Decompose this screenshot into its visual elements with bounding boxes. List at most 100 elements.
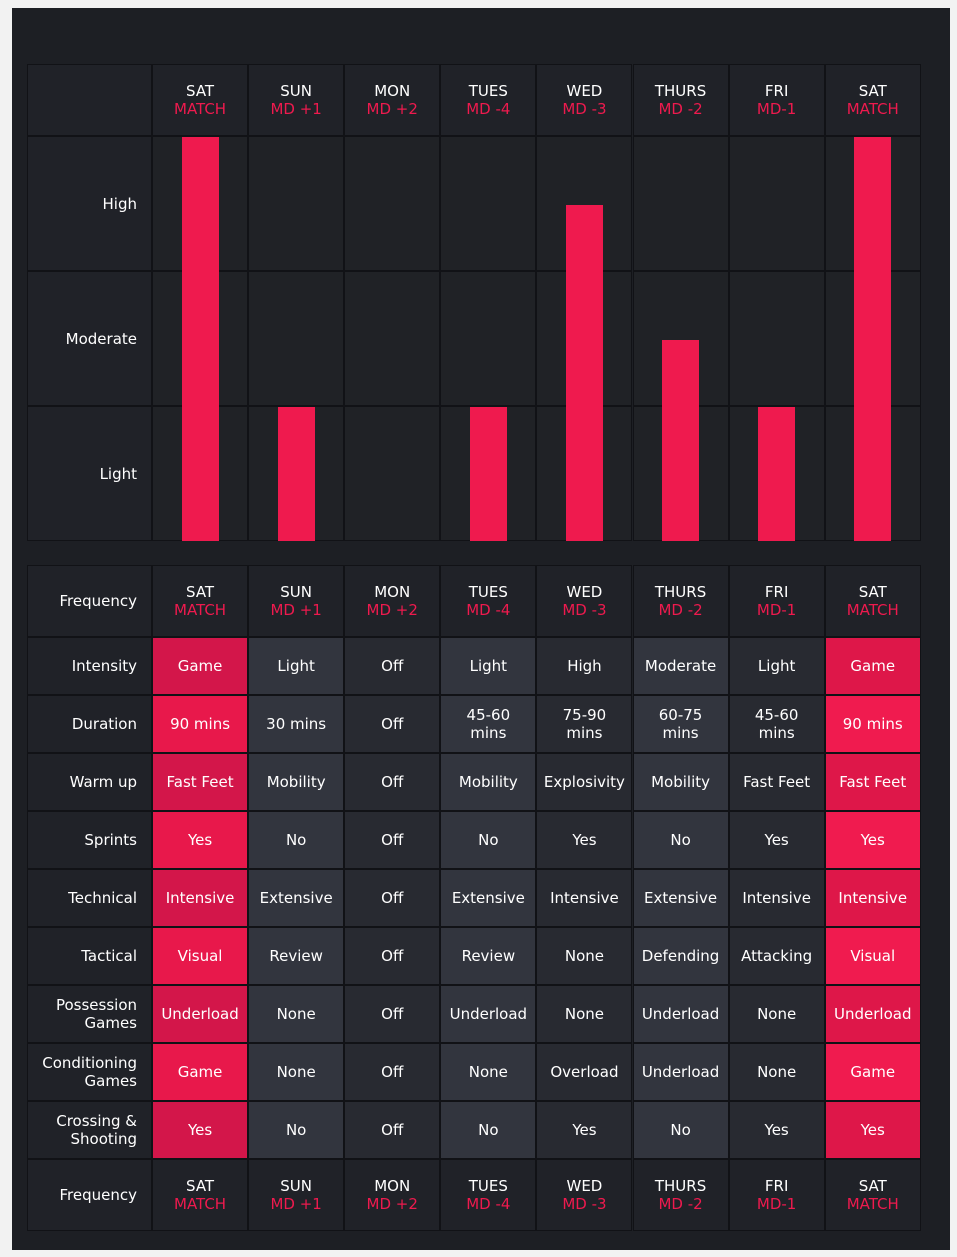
table-cell: Visual [152,927,249,985]
match-day: MD-1 [756,601,797,619]
day-header: FRI MD-1 [728,565,825,637]
row-label: Intensity [27,637,152,695]
chart-cell [344,271,441,406]
cell-text: 90 mins [170,715,231,733]
table-cell: None [536,927,633,985]
row-label: Conditioning Games [42,1054,137,1090]
cell-text: Light [757,657,796,675]
day-name: TUES [468,583,508,601]
cell-text: Extensive [451,889,525,907]
cell-text: Intensive [550,889,619,907]
day-header: TUES MD -4 [440,565,537,637]
cell-text: Yes [187,831,213,849]
day-header: THURS MD -2 [632,64,729,136]
day-header: SUN MD +1 [248,1159,345,1231]
table-cell: None [536,985,633,1043]
row-label: Conditioning Games [27,1043,152,1101]
cell-text: Review [269,947,323,965]
cell-text: Extensive [259,889,333,907]
table-cell: 30 mins [248,695,345,753]
table-cell: Yes [152,1101,249,1159]
day-header: TUES MD -4 [440,64,537,136]
match-day: MATCH [846,100,899,118]
row-label: Crossing & Shooting [56,1112,137,1148]
bar [758,407,796,541]
table-cell: Light [248,637,345,695]
day-header: MON MD +2 [344,64,441,136]
cell-text: Mobility [266,773,326,791]
cell-text: Underload [161,1005,239,1023]
chart-cell [344,136,441,271]
day-header: SUN MD +1 [248,64,345,136]
match-day: MATCH [174,601,227,619]
cell-text: Off [381,1063,404,1081]
day-name: SUN [280,1177,312,1195]
table-cell: Off [344,927,441,985]
table-cell: Off [344,637,441,695]
level-label: High [27,136,152,271]
cell-text: No [670,1121,691,1139]
cell-text: None [757,1005,797,1023]
table-cell: High [536,637,633,695]
table-cell: Yes [728,1101,825,1159]
chart-cell [632,136,729,271]
table-cell: Review [440,927,537,985]
cell-text: Yes [572,831,597,849]
level-label: Moderate [65,329,137,348]
match-day: MD -3 [562,100,607,118]
corner-cell [27,64,152,136]
level-label: Moderate [27,271,152,406]
match-day: MD +1 [270,100,322,118]
match-day: MD-1 [756,1195,797,1213]
table-cell: 60-75 mins [632,695,729,753]
cell-text: No [285,831,307,849]
day-header: SAT MATCH [824,64,921,136]
row-label: Intensity [71,657,137,675]
table-cell: Underload [632,1043,729,1101]
day-name: TUES [468,82,508,100]
table-cell: 45-60 mins [728,695,825,753]
cell-text: Off [381,1121,404,1139]
table-cell: Extensive [248,869,345,927]
cell-text: Overload [550,1063,619,1081]
day-name: SAT [186,1177,215,1195]
day-name: SAT [858,82,887,100]
cell-text: Underload [641,1063,720,1081]
match-day: MD -2 [658,1195,703,1213]
cell-text: Yes [572,1121,597,1139]
match-day: MD +2 [366,100,418,118]
day-name: FRI [764,583,789,601]
table-cell: Intensive [152,869,249,927]
table-cell: Yes [728,811,825,869]
day-header: FRI MD-1 [728,1159,825,1231]
day-header: MON MD +2 [344,565,441,637]
cell-text: Off [381,657,404,675]
table-cell: Off [344,869,441,927]
cell-text: Off [381,831,404,849]
row-label: Possession Games [55,996,137,1032]
table-cell: Off [344,695,441,753]
table-cell: Underload [824,985,921,1043]
cell-text: High [567,657,602,675]
cell-text: Mobility [651,773,710,791]
day-name: MON [374,583,411,601]
cell-text: 45-60 mins [466,706,511,742]
cell-text: Game [177,1063,223,1081]
table-cell: No [440,1101,537,1159]
day-name: MON [374,82,411,100]
day-header: WED MD -3 [536,1159,633,1231]
row-label: Sprints [27,811,152,869]
table-cell: Mobility [632,753,729,811]
cell-text: Intensive [838,889,908,907]
table-cell: Intensive [728,869,825,927]
table-cell: Moderate [632,637,729,695]
table-cell: Off [344,753,441,811]
cell-text: No [285,1121,307,1139]
match-day: MATCH [174,1195,227,1213]
corner-label: Frequency [59,1186,138,1204]
day-header: WED MD -3 [536,64,633,136]
table-cell: Yes [152,811,249,869]
match-day: MD -2 [658,100,703,118]
cell-text: No [478,831,499,849]
